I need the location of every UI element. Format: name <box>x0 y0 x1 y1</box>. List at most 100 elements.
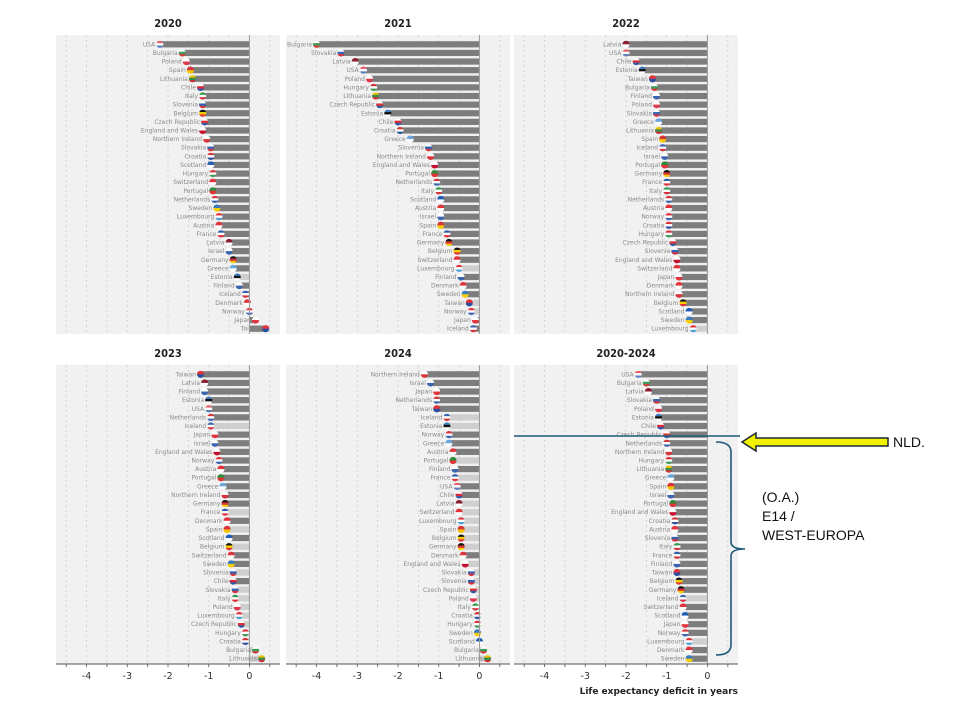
flag-icon <box>663 431 671 439</box>
country-label: Taiwan <box>651 570 673 577</box>
flag-stripe <box>681 615 689 620</box>
flag-stripe <box>689 327 697 331</box>
flag-icon <box>433 396 441 404</box>
bar <box>689 316 708 324</box>
country-label: Estonia <box>632 414 654 421</box>
flag-icon <box>215 213 223 221</box>
country-label: Lithuania <box>343 93 371 100</box>
flag-stripe <box>665 221 673 225</box>
bar <box>210 161 250 169</box>
flag-icon <box>648 75 657 83</box>
flag-stripe <box>196 83 205 87</box>
flag-stripe <box>437 208 445 212</box>
bar <box>664 153 708 160</box>
country-label: Taiwan <box>411 406 433 413</box>
flag-stripe <box>654 413 663 417</box>
bar <box>379 101 480 108</box>
country-label: Slovenia <box>398 145 424 152</box>
flag-icon <box>457 273 465 281</box>
flag-stripe <box>675 582 683 585</box>
flag-stripe <box>433 183 441 186</box>
bar <box>208 405 250 412</box>
bar <box>398 118 480 125</box>
flag-stripe <box>663 180 671 184</box>
bar <box>202 127 250 134</box>
flag-stripe <box>207 164 215 169</box>
bar <box>670 483 708 490</box>
flag-stripe <box>217 474 225 478</box>
country-label: Iceland <box>219 291 241 298</box>
flag-stripe <box>359 66 367 70</box>
country-label: Latvia <box>603 41 622 48</box>
flag-stripe <box>675 577 683 581</box>
bar <box>676 543 708 550</box>
flag-stripe <box>251 648 260 652</box>
flag-stripe <box>455 269 463 272</box>
bar <box>159 41 250 48</box>
flag-icon <box>437 221 445 229</box>
annotation-layer <box>514 431 889 656</box>
country-label: Switzerland <box>192 552 227 559</box>
bar <box>212 170 250 177</box>
flag-stripe <box>638 66 646 70</box>
group-brace <box>715 441 746 656</box>
flag-stripe <box>663 435 671 439</box>
x-tick-label: 0 <box>476 671 482 682</box>
flag-icon <box>445 238 453 247</box>
flag-stripe <box>215 221 223 226</box>
flag-stripe <box>433 387 441 392</box>
country-label: Bulgaria <box>454 647 479 654</box>
bar <box>668 222 708 229</box>
flag-icon <box>225 534 233 542</box>
flag-stripe <box>469 598 477 602</box>
flag-stripe <box>642 384 650 387</box>
flag-icon <box>207 161 215 169</box>
country-label: Taiwan <box>626 76 648 83</box>
flag-stripe <box>227 555 235 559</box>
bar <box>668 204 708 212</box>
flag-stripe <box>675 276 683 281</box>
flag-stripe <box>435 189 443 193</box>
flag-stripe <box>229 568 237 572</box>
flag-stripe <box>233 275 241 279</box>
flag-icon <box>453 482 461 490</box>
country-label: Croatia <box>649 518 671 525</box>
flag-icon <box>679 594 687 602</box>
flag-stripe <box>221 508 229 512</box>
flag-stripe <box>638 71 646 74</box>
flag-icon <box>251 646 260 654</box>
flag-icon <box>209 178 217 186</box>
bar <box>658 127 708 134</box>
flag-stripe <box>396 126 404 130</box>
flag-stripe <box>673 264 681 269</box>
bar <box>463 552 480 559</box>
flag-icon <box>178 49 186 57</box>
flag-icon <box>638 66 646 74</box>
flag-stripe <box>445 241 453 244</box>
flag-stripe <box>233 273 241 276</box>
bar <box>446 230 480 237</box>
flag-stripe <box>465 302 473 307</box>
flag-icon <box>685 316 693 324</box>
flag-icon <box>673 551 681 559</box>
flag-stripe <box>652 92 661 97</box>
bar <box>355 58 480 65</box>
flag-stripe <box>663 178 671 182</box>
flag-stripe <box>262 325 270 329</box>
country-label: Czech Republic <box>623 240 669 247</box>
flag-stripe <box>461 294 469 298</box>
bar <box>448 239 480 246</box>
flag-icon <box>665 221 673 229</box>
flag-icon <box>449 448 457 456</box>
flag-stripe <box>237 623 245 626</box>
flag-stripe <box>455 493 463 497</box>
country-label: Netherlands <box>396 397 433 404</box>
country-label: Israel <box>194 440 211 447</box>
bar <box>186 58 250 65</box>
bar <box>227 526 250 533</box>
bar <box>192 75 250 82</box>
flag-icon <box>196 83 205 91</box>
flag-stripe <box>217 477 225 482</box>
group-label-line: (O.A.) <box>762 489 800 505</box>
flag-stripe <box>369 88 378 91</box>
